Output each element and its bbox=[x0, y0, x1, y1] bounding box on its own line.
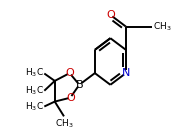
Text: CH$_3$: CH$_3$ bbox=[153, 20, 172, 33]
Text: H$_3$C: H$_3$C bbox=[25, 101, 44, 113]
Text: H$_3$C: H$_3$C bbox=[25, 67, 44, 79]
Text: O: O bbox=[66, 93, 75, 103]
Text: O: O bbox=[106, 10, 115, 20]
Text: N: N bbox=[122, 68, 130, 78]
Text: B: B bbox=[75, 80, 83, 90]
Text: CH$_3$: CH$_3$ bbox=[55, 117, 74, 130]
Text: H$_3$C: H$_3$C bbox=[25, 85, 44, 97]
Text: O: O bbox=[65, 68, 74, 78]
